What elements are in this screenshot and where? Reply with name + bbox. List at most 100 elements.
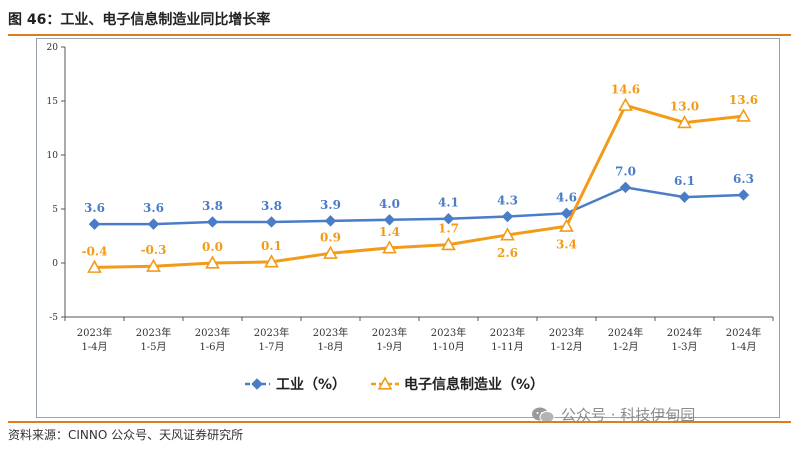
source-note: 资料来源：CINNO 公众号、天风证券研究所 [8,428,244,442]
x-tick-label-period: 1-5月 [140,341,166,353]
y-tick-label: 5 [52,205,58,215]
legend: 工业（%） 电子信息制造业（%） [245,376,544,393]
data-labels: 3.6 3.6 3.8 3.8 3.9 4.0 4.1 4.3 4.6 7.0 6.1 6.3 -0.4… [82,82,759,260]
triangle-marker [146,258,161,272]
data-label-series-2: 1.4 [379,225,400,239]
y-tick-label: 20 [47,43,59,53]
data-label-series-2: 0.1 [261,239,282,253]
diamond-marker [383,214,396,226]
triangle-marker [323,245,338,259]
x-tick-label-year: 2024年 [726,326,761,339]
diamond-marker [324,215,337,227]
triangle-marker [677,114,692,129]
legend-label-2: 电子信息制造业（%） [404,376,544,393]
data-label-series-1: 6.3 [733,172,754,186]
triangle-marker [441,236,456,251]
x-tick-label-period: 1-4月 [730,341,756,353]
x-tick-label-period: 1-10月 [432,341,464,353]
data-label-series-2: 13.0 [670,100,699,114]
x-tick-label-year: 2024年 [667,326,702,339]
triangle-marker [500,227,515,241]
x-tick-label-period: 1-6月 [199,341,225,353]
y-tick-label: -5 [49,313,58,323]
data-label-series-2: 0.9 [320,230,341,244]
x-tick-label-year: 2023年 [549,326,584,339]
data-label-series-1: 3.6 [84,201,105,215]
data-label-series-1: 7.0 [615,164,636,178]
y-tick-label: 0 [52,259,58,269]
diamond-marker [737,189,750,201]
triangle-marker [87,259,102,273]
data-label-series-1: 4.3 [497,194,518,208]
x-tick-label-period: 1-4月 [81,341,107,353]
watermark: 公众号 · 科技伊甸园 [531,404,695,425]
series-line-1 [94,186,744,226]
y-tick-label: 15 [47,97,59,107]
y-tick-labels: 20 15 10 5 0 -5 [47,43,59,323]
data-label-series-1: 4.0 [379,197,400,211]
data-label-series-2: 2.6 [497,246,518,260]
legend-marker-1 [251,378,263,390]
x-tick-label-period: 1-7月 [258,341,284,353]
diamond-marker [678,191,691,203]
x-tick-label-year: 2023年 [136,326,171,339]
axes [61,46,774,321]
legend-label-1: 工业（%） [276,377,346,393]
footer-rule [8,421,791,423]
watermark-text: 公众号 · 科技伊甸园 [561,406,696,424]
diamond-marker [501,210,514,223]
diamond-marker [560,207,573,220]
data-label-series-2: 13.6 [729,93,758,107]
x-tick-label-year: 2023年 [431,326,466,339]
x-tick-label-year: 2023年 [77,326,112,339]
triangle-marker [559,218,574,232]
chart-frame [36,38,780,418]
x-tick-label-year: 2023年 [313,326,348,339]
data-label-series-2: -0.3 [141,243,167,257]
data-label-series-1: 3.9 [320,198,341,212]
title-rule [8,34,791,36]
x-tick-label-period: 1-2月 [612,341,638,353]
triangle-marker [382,240,397,254]
triangle-marker [205,255,220,269]
x-tick-label-year: 2023年 [195,326,230,339]
chart-title: 图 46：工业、电子信息制造业同比增长率 [8,12,271,28]
series-line-2 [94,103,744,269]
x-tick-label-year: 2023年 [254,326,289,339]
data-label-series-2: -0.4 [82,244,108,258]
x-tick-label-period: 1-9月 [376,341,402,353]
data-label-series-1: 6.1 [674,174,695,188]
data-label-series-2: 1.7 [438,222,459,236]
data-label-series-1: 3.8 [202,199,223,213]
x-tick-label-period: 1-8月 [317,341,343,353]
x-tick-label-period: 1-12月 [550,341,582,353]
wechat-icon [532,407,555,423]
x-tick-label-period: 1-11月 [491,341,523,353]
diamond-marker [206,216,219,228]
data-label-series-2: 3.4 [556,237,577,251]
diamond-marker [147,218,160,230]
diamond-marker [265,216,278,228]
series-lines [94,103,744,269]
series-markers [87,97,751,273]
diamond-marker [619,181,632,194]
x-tick-labels: 2023年 1-4月 2023年 1-5月 2023年 1-6月 2023年 1-7月 2023… [77,326,761,353]
x-tick-label-year: 2023年 [490,326,525,339]
data-label-series-2: 0.0 [202,240,223,254]
triangle-marker [736,108,751,122]
triangle-marker [264,254,279,268]
x-tick-label-year: 2023年 [372,326,407,339]
x-tick-label-year: 2024年 [608,326,643,339]
triangle-marker [618,97,633,111]
diamond-marker [442,213,455,225]
y-tick-label: 10 [47,151,59,161]
legend-marker-2 [377,376,393,390]
data-label-series-1: 3.6 [143,201,164,215]
diamond-marker [88,218,101,230]
data-label-series-1: 4.1 [438,196,459,210]
x-tick-label-period: 1-3月 [671,341,697,353]
data-label-series-2: 14.6 [611,82,640,96]
data-label-series-1: 4.6 [556,190,577,204]
data-label-series-1: 3.8 [261,199,282,213]
